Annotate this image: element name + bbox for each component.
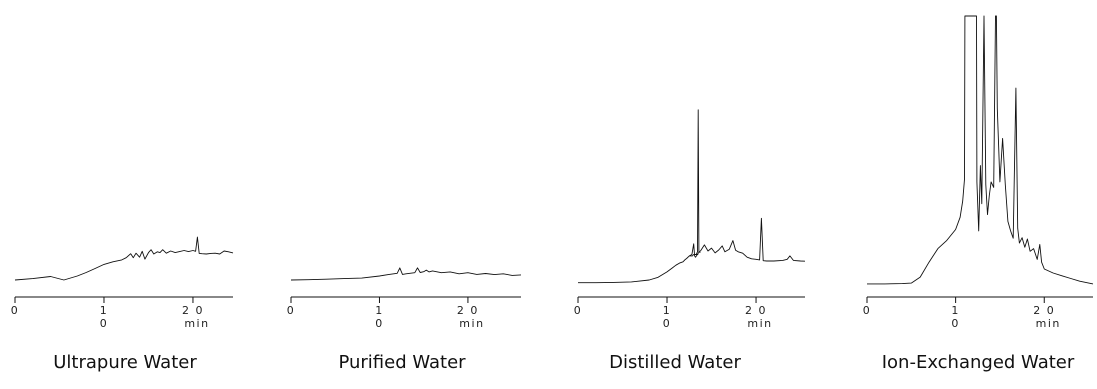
x-tick-label-ultrapure-water-0-0: 0 <box>11 304 20 317</box>
x-tick-label-distilled-water-2-1: min <box>747 317 772 330</box>
caption-ultrapure-water: Ultrapure Water <box>53 352 197 373</box>
x-tick-label-distilled-water-1-1: 0 <box>663 317 672 330</box>
caption-distilled-water: Distilled Water <box>609 352 741 373</box>
caption-purified-water: Purified Water <box>338 352 466 373</box>
x-tick-label-distilled-water-0-0: 0 <box>574 304 583 317</box>
x-tick-label-purified-water-1-1: 0 <box>375 317 384 330</box>
x-tick-label-distilled-water-1-0: 1 <box>663 304 672 317</box>
x-tick-label-ion-exchanged-water-2-0: 2 0 <box>1033 304 1055 317</box>
trace-ion-exchanged-water-0 <box>867 15 1094 285</box>
trace-distilled-water-1 <box>689 254 699 257</box>
x-tick-label-distilled-water-2-0: 2 0 <box>745 304 767 317</box>
x-tick-label-purified-water-2-0: 2 0 <box>457 304 479 317</box>
x-tick-label-ultrapure-water-1-0: 1 <box>100 304 109 317</box>
x-tick-label-purified-water-2-1: min <box>459 317 484 330</box>
x-tick-label-purified-water-1-0: 1 <box>375 304 384 317</box>
x-tick-label-ion-exchanged-water-1-0: 1 <box>951 304 960 317</box>
trace-ultrapure-water-0 <box>14 236 234 281</box>
x-tick-label-ultrapure-water-1-1: 0 <box>100 317 109 330</box>
trace-distilled-water-0 <box>578 217 806 284</box>
x-tick-label-purified-water-0-0: 0 <box>287 304 296 317</box>
trace-purified-water-0 <box>290 267 522 281</box>
trace-distilled-water-2 <box>695 109 701 255</box>
x-tick-label-ion-exchanged-water-1-1: 0 <box>951 317 960 330</box>
x-tick-label-ultrapure-water-2-1: min <box>184 317 209 330</box>
caption-ion-exchanged-water: Ion-Exchanged Water <box>881 352 1075 373</box>
x-tick-label-ultrapure-water-2-0: 2 0 <box>182 304 204 317</box>
x-tick-label-ion-exchanged-water-2-1: min <box>1036 317 1061 330</box>
x-tick-label-ion-exchanged-water-0-0: 0 <box>863 304 872 317</box>
